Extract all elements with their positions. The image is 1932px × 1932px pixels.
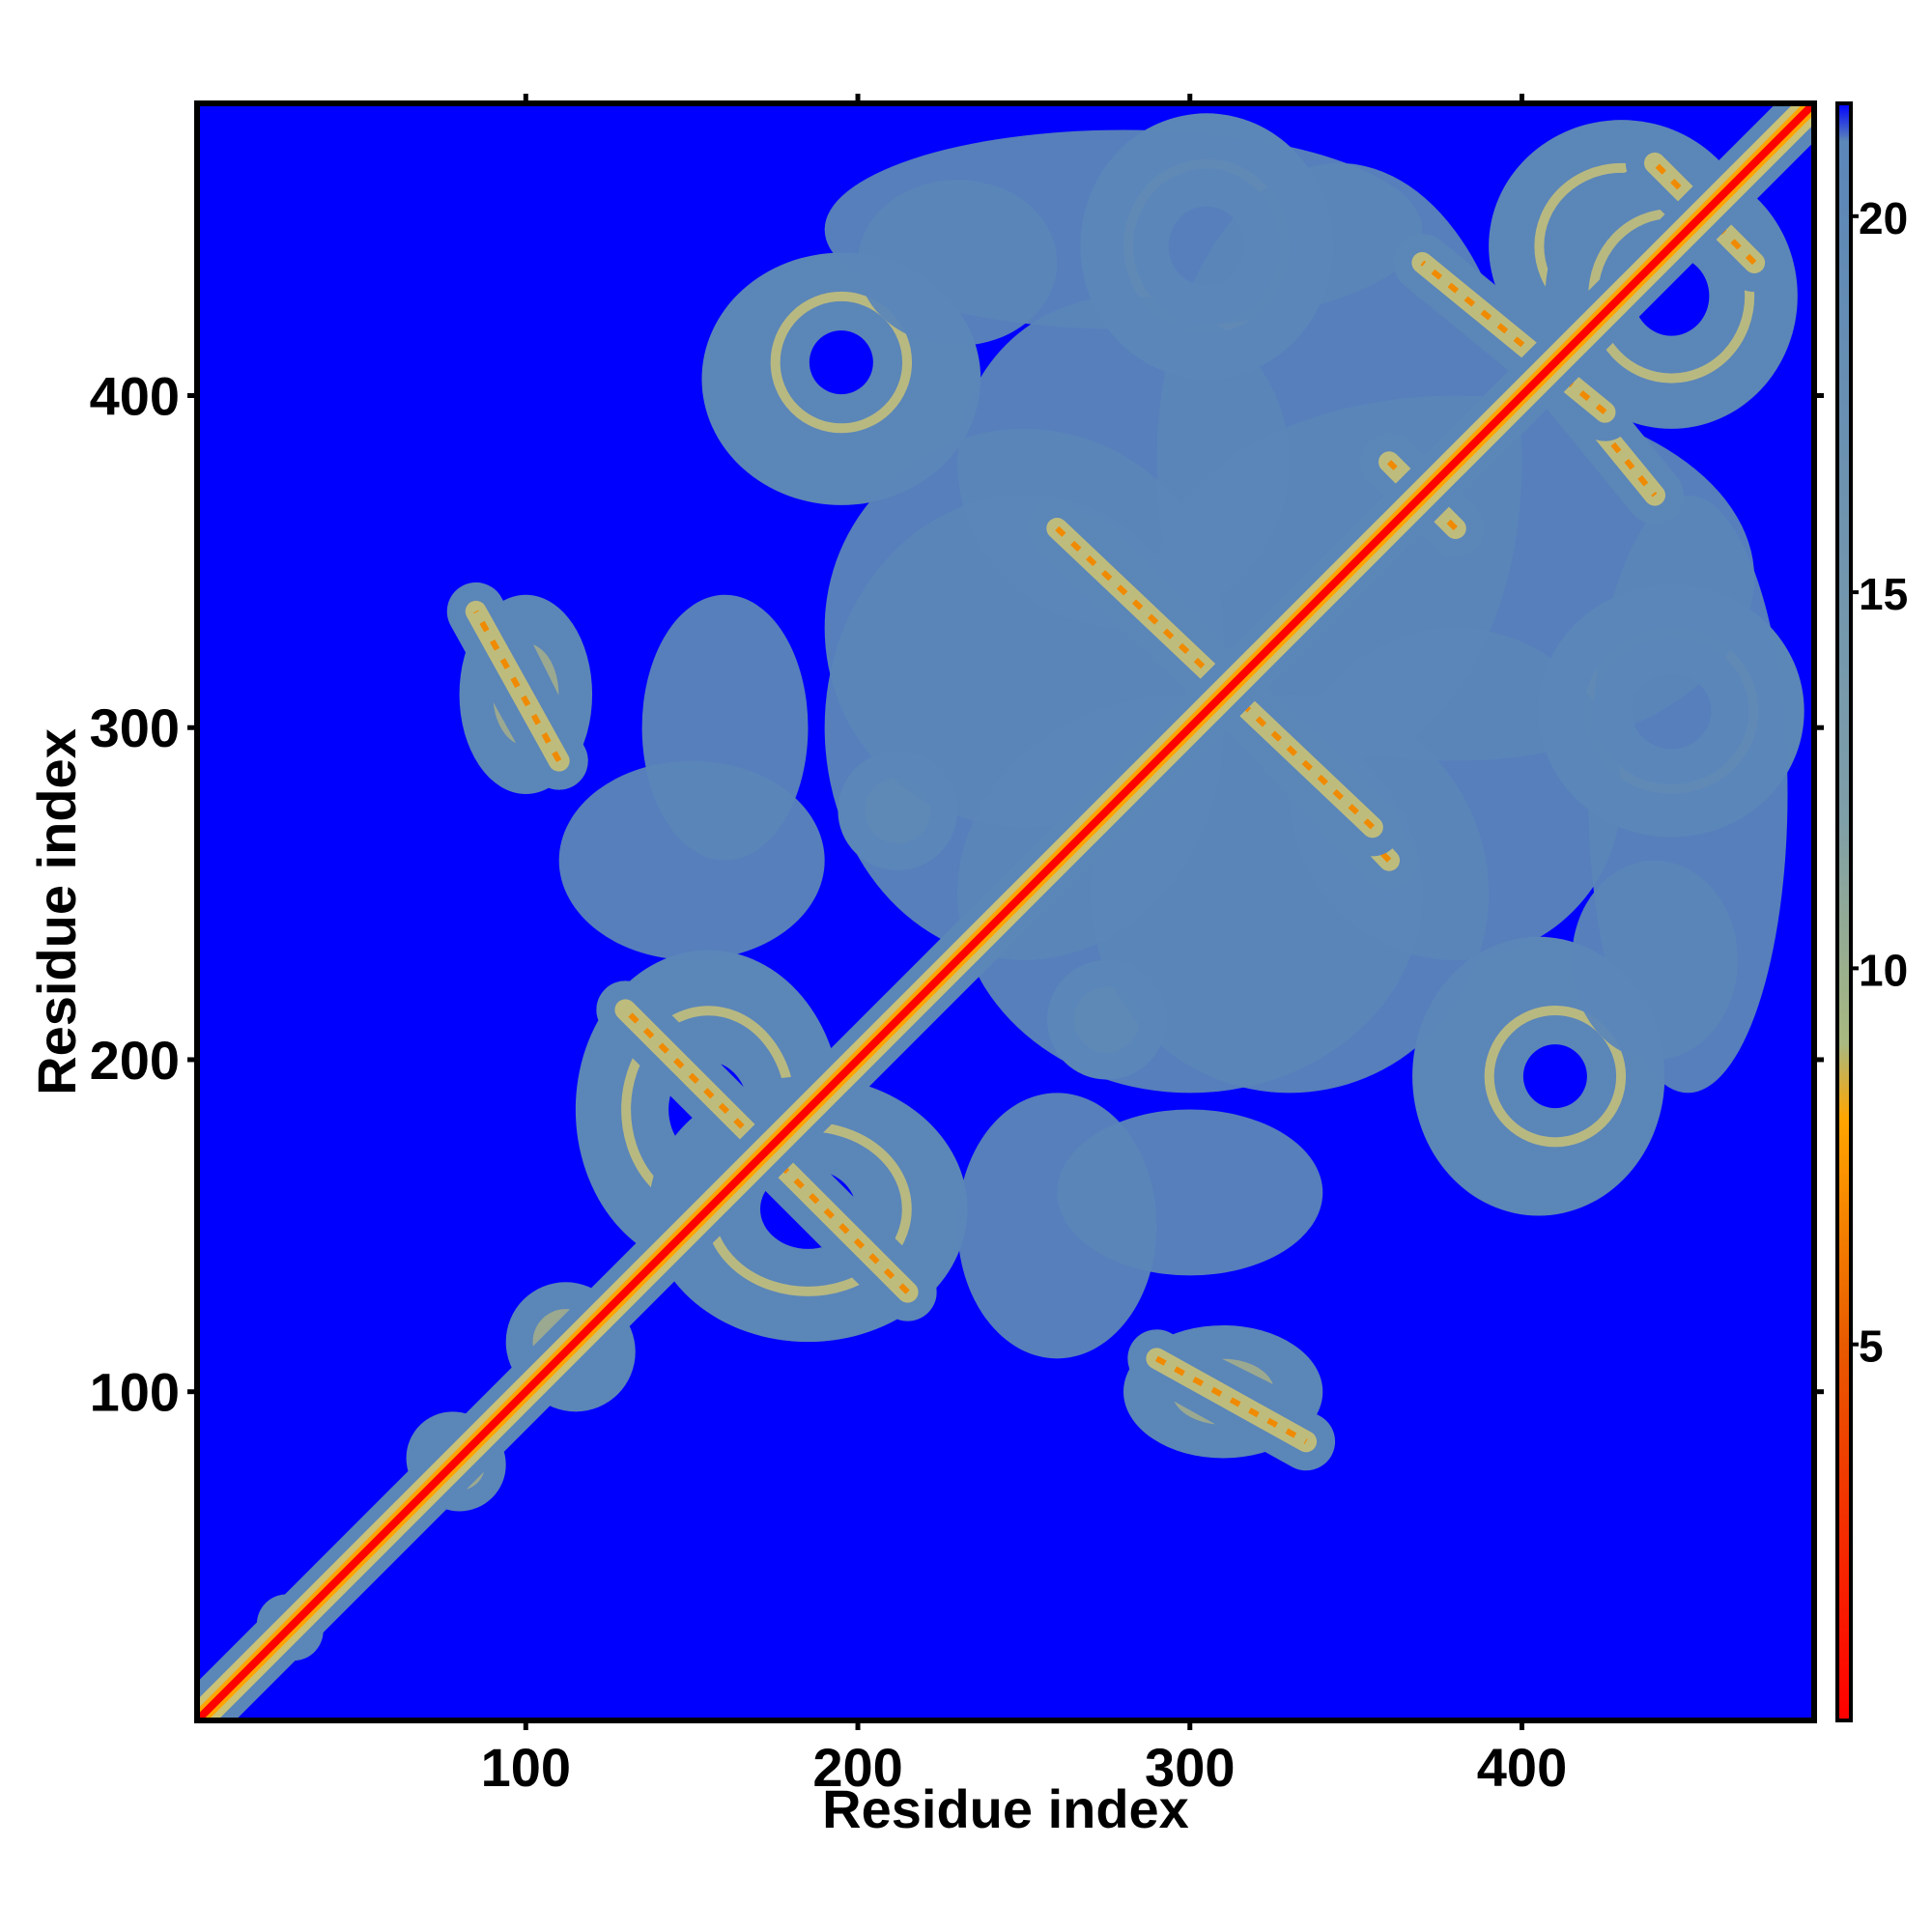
colorbar-ticks: 5 10 15 20 — [1851, 193, 1908, 1372]
anti-diagonal-streak — [446, 582, 1336, 1471]
contact-region-patch — [858, 180, 1058, 346]
x-tick-label: 400 — [1477, 1737, 1567, 1798]
y-axis-label: Residue index — [26, 728, 87, 1095]
colorbar-bar — [1835, 101, 1853, 1722]
x-tick-label: 200 — [812, 1737, 902, 1798]
contact-loop-ring — [1484, 1005, 1627, 1148]
anti-diagonal-core — [1154, 1355, 1308, 1444]
contact-region — [858, 180, 1738, 1060]
y-tick-label: 100 — [90, 1362, 180, 1423]
contact-region — [641, 594, 1323, 1276]
contact-loop-hole — [809, 330, 873, 395]
contact-loop-ring — [770, 291, 913, 434]
contact-region-patch — [1572, 860, 1738, 1060]
colorbar-tick-label: 10 — [1859, 945, 1908, 995]
x-tick-label: 100 — [481, 1737, 571, 1798]
anti-diagonal-core — [473, 610, 562, 763]
y-axis-ticks: 100 200 300 400 — [90, 365, 1824, 1423]
colorbar-tick-label: 15 — [1859, 569, 1908, 619]
contact-loop-hole — [1522, 1044, 1587, 1109]
x-axis-ticks: 100 200 300 400 — [481, 94, 1567, 1798]
contact-region-patch — [641, 594, 809, 861]
y-tick-label: 200 — [90, 1030, 180, 1091]
x-axis-label: Residue index — [822, 1778, 1189, 1839]
anti-diagonal-core — [1503, 310, 1658, 497]
contact-region-patch — [1057, 1109, 1323, 1276]
plot-frame — [194, 100, 1817, 1723]
colorbar: 5 10 15 20 — [1835, 101, 1908, 1722]
colorbar-tick-label: 5 — [1859, 1321, 1884, 1372]
y-tick-label: 400 — [90, 365, 180, 426]
diagonal-line — [197, 103, 1814, 1720]
colorbar-tick-label: 20 — [1859, 193, 1908, 243]
y-tick-label: 300 — [90, 697, 180, 758]
anti-diagonal-streak — [1393, 233, 1685, 525]
x-tick-label: 300 — [1145, 1737, 1235, 1798]
heatmap-plot-area — [194, 100, 1817, 1723]
diagonal-layer — [197, 103, 1814, 1720]
anti-diagonal-core — [1420, 260, 1607, 414]
